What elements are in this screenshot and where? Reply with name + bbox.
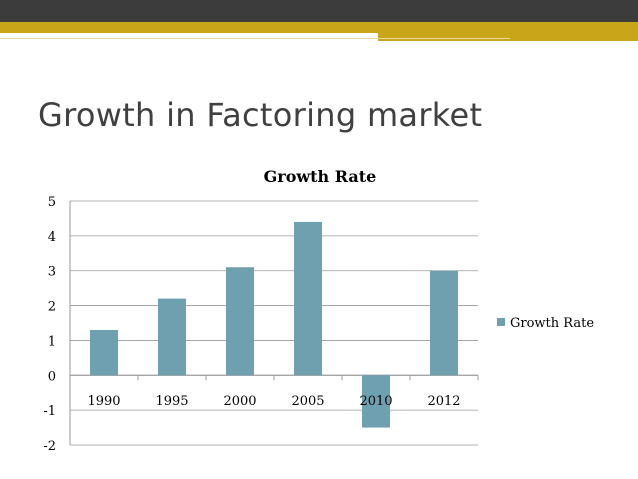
y-tick-label: -1	[43, 404, 56, 419]
bar-2012	[430, 270, 458, 376]
chart-gridlines	[69, 200, 479, 446]
y-tick-label: 1	[48, 334, 56, 349]
x-tick-label: 2005	[291, 394, 324, 409]
y-tick-label: 2	[48, 300, 56, 315]
bar-1990	[90, 329, 118, 376]
chart-bars	[90, 221, 458, 428]
x-axis-ticks: 1990 1995 2000 2005 2010 2012	[87, 394, 460, 409]
y-tick-label: 5	[48, 195, 56, 210]
slide-title: Growth in Factoring market	[38, 96, 483, 134]
accent-hairline	[0, 38, 510, 39]
legend-swatch	[497, 318, 505, 326]
y-tick-label: 0	[48, 369, 56, 384]
chart-legend: Growth Rate	[497, 316, 594, 331]
bar-2010	[362, 375, 390, 428]
y-tick-label: 4	[48, 230, 56, 245]
bar-2000	[226, 267, 254, 376]
x-tick-label: 1990	[87, 394, 120, 409]
gold-accent-bar-right	[378, 33, 638, 41]
x-tick-label: 2010	[359, 394, 392, 409]
bar-1995	[158, 298, 186, 376]
chart-title: Growth Rate	[264, 167, 377, 186]
y-tick-label: -2	[43, 439, 56, 454]
x-tick-label: 1995	[155, 394, 188, 409]
x-tick-label: 2012	[427, 394, 460, 409]
top-dark-bar	[0, 0, 638, 22]
y-tick-label: 3	[48, 265, 56, 280]
y-axis-ticks: -2 -1 0 1 2 3 4 5	[43, 195, 56, 454]
gold-accent-bar	[0, 22, 638, 33]
bar-2005	[294, 221, 322, 376]
legend-label: Growth Rate	[510, 316, 594, 331]
x-tick-label: 2000	[223, 394, 256, 409]
